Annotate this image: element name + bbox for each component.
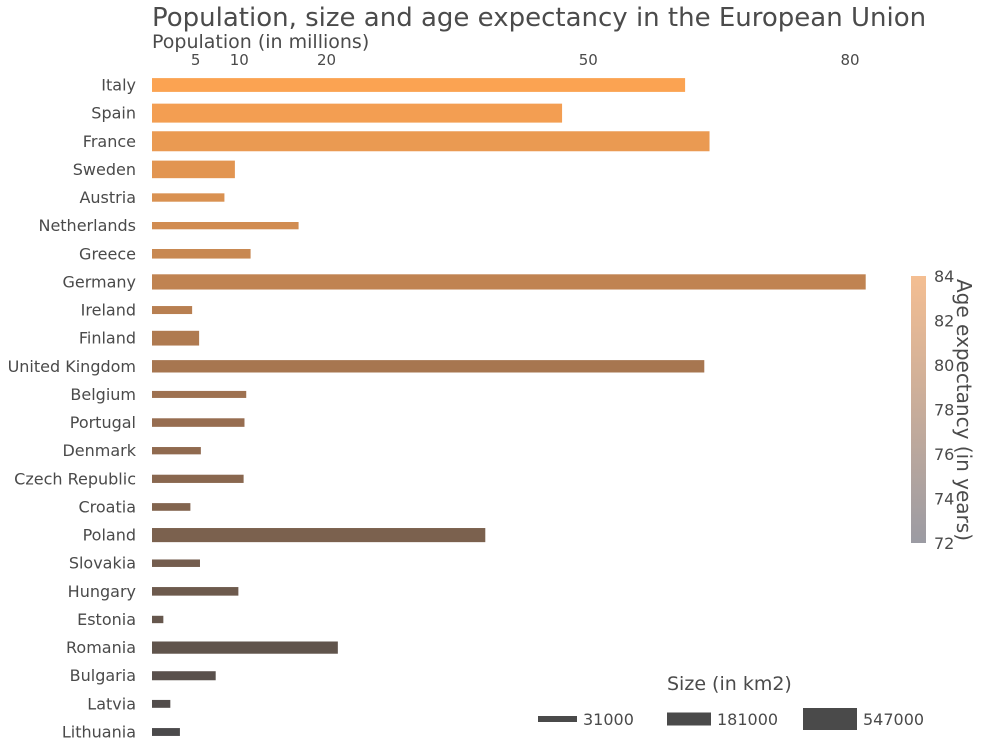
- bar: [152, 390, 247, 398]
- category-label: Austria: [79, 188, 136, 207]
- size-legend-swatch: [803, 708, 857, 730]
- colorbar-tick-label: 76: [934, 445, 954, 464]
- category-label: France: [83, 132, 136, 151]
- category-label: Germany: [62, 272, 136, 291]
- category-label: Estonia: [77, 610, 136, 629]
- size-legend-swatch: [667, 712, 711, 726]
- category-label: Croatia: [78, 497, 136, 516]
- category-label: Ireland: [81, 301, 136, 320]
- bar: [152, 330, 200, 346]
- bar: [152, 641, 338, 654]
- bar: [152, 274, 866, 290]
- bar: [152, 559, 200, 567]
- bar: [152, 249, 251, 259]
- size-legend-label: 181000: [717, 710, 778, 729]
- bar: [152, 615, 164, 624]
- category-label: Finland: [79, 329, 136, 348]
- category-label: United Kingdom: [8, 357, 136, 376]
- bar: [152, 418, 245, 427]
- bars: [152, 78, 866, 736]
- bar: [152, 131, 710, 152]
- category-label: Slovakia: [69, 554, 136, 573]
- colorbar-gradient: [911, 276, 926, 543]
- bar: [152, 587, 239, 596]
- bar: [152, 360, 705, 373]
- bar: [152, 78, 686, 92]
- bar: [152, 699, 171, 708]
- size-legend-label: 31000: [583, 710, 634, 729]
- category-label: Italy: [101, 76, 136, 95]
- category-label: Netherlands: [38, 216, 136, 235]
- category-label: Latvia: [87, 694, 136, 713]
- colorbar-tick-label: 82: [934, 312, 954, 331]
- category-label: Romania: [66, 638, 136, 657]
- bar: [152, 671, 216, 681]
- colorbar: 72 74 76 78 80 82 84: [911, 267, 954, 553]
- colorbar-tick-label: 80: [934, 356, 954, 375]
- category-label: Belgium: [70, 385, 136, 404]
- chart-title: Population, size and age expectancy in t…: [152, 3, 927, 33]
- bar: [152, 447, 201, 455]
- category-labels: Italy Spain France Sweden Austria Netherlands…: [8, 76, 137, 742]
- colorbar-tick-label: 72: [934, 534, 954, 553]
- x-tick-label: 80: [840, 51, 859, 69]
- bar: [152, 474, 244, 483]
- category-label: Greece: [79, 244, 136, 263]
- category-label: Bulgaria: [70, 666, 136, 685]
- category-label: Hungary: [68, 582, 136, 601]
- x-tick-label: 5: [191, 51, 201, 69]
- bar: [152, 193, 225, 202]
- x-tick-label: 20: [317, 51, 336, 69]
- colorbar-tick-label: 84: [934, 267, 954, 286]
- size-legend-title: Size (in km2): [667, 673, 792, 695]
- size-legend-swatch: [538, 716, 577, 722]
- x-axis-ticks: 5 10 20 50 80: [191, 51, 860, 69]
- bar: [152, 503, 191, 511]
- x-axis-label: Population (in millions): [152, 31, 370, 53]
- category-label: Lithuania: [62, 723, 136, 742]
- bar: [152, 528, 486, 543]
- bar: [152, 222, 299, 230]
- size-legend-label: 547000: [863, 710, 924, 729]
- bar: [152, 160, 235, 179]
- x-tick-label: 10: [230, 51, 249, 69]
- category-label: Sweden: [73, 160, 136, 179]
- category-label: Portugal: [70, 413, 136, 432]
- bar: [152, 306, 193, 315]
- category-label: Spain: [91, 104, 136, 123]
- size-legend: 31000 181000 547000: [538, 708, 924, 730]
- bar: [152, 103, 563, 123]
- bar: [152, 728, 180, 736]
- category-label: Czech Republic: [14, 469, 136, 488]
- colorbar-tick-label: 74: [934, 490, 954, 509]
- colorbar-tick-label: 78: [934, 401, 954, 420]
- x-tick-label: 50: [579, 51, 598, 69]
- category-label: Denmark: [62, 441, 136, 460]
- colorbar-label: Age expectancy (in years): [952, 278, 976, 542]
- category-label: Poland: [83, 526, 136, 545]
